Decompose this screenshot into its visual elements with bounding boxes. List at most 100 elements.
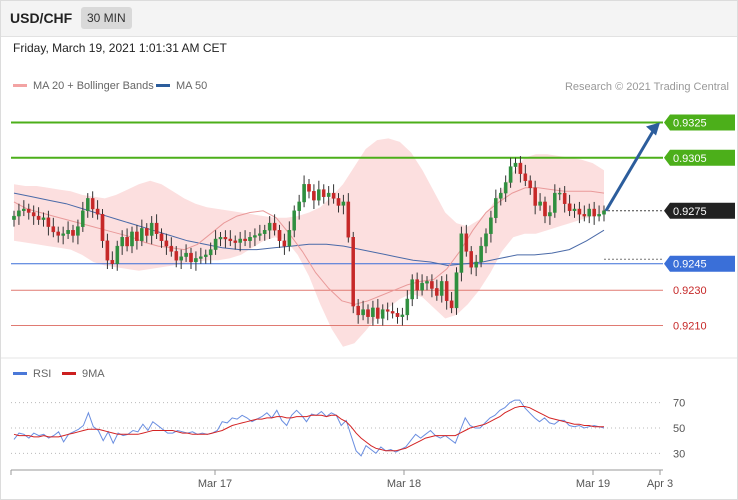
candle-bear xyxy=(390,311,395,314)
candle-bear xyxy=(159,233,164,241)
candle-bull xyxy=(425,281,429,284)
ma50-swatch xyxy=(156,83,170,87)
candle-bull xyxy=(149,222,154,236)
candle-bear xyxy=(449,300,454,309)
rsi-tick-label: 70 xyxy=(673,398,685,410)
candle-bull xyxy=(548,212,552,217)
candle-bull xyxy=(287,229,292,247)
timeframe-button[interactable]: 30 MIN xyxy=(81,7,132,29)
x-tick-label: Apr 3 xyxy=(647,478,673,490)
candle-bull xyxy=(341,201,346,206)
legend-ma50-label: MA 50 xyxy=(176,80,208,92)
candle-bear xyxy=(228,238,233,241)
candle-bear xyxy=(346,201,351,238)
candle-bear xyxy=(46,217,51,227)
candle-bull xyxy=(12,215,16,220)
candle-bull xyxy=(120,236,124,247)
candle-bull xyxy=(66,229,70,234)
legend-rsi: RSI xyxy=(13,368,51,380)
candle-bull xyxy=(17,210,21,217)
candle-bear xyxy=(71,229,75,236)
candle-bull xyxy=(302,184,306,203)
forecast-arrow-shaft xyxy=(604,128,656,212)
candle-bear xyxy=(331,192,336,199)
candle-bear xyxy=(233,240,238,243)
candle-bull xyxy=(115,245,120,265)
legend-ma20-label: MA 20 + Bollinger Bands xyxy=(33,80,154,92)
candle-bull xyxy=(317,189,321,201)
rsi-tick-label: 50 xyxy=(673,423,685,435)
candle-bull xyxy=(494,198,498,218)
candle-bull xyxy=(208,249,213,256)
candle-bull xyxy=(484,233,488,247)
candle-bear xyxy=(469,251,474,268)
candle-bear xyxy=(90,198,95,210)
ma9-line xyxy=(13,406,604,452)
level-label-0.9325: 0.9325 xyxy=(673,117,707,129)
legend-ma50: MA 50 xyxy=(156,80,207,92)
legend-9ma: 9MA xyxy=(62,368,105,380)
level-tag-0.9275 xyxy=(664,202,735,219)
candle-bull xyxy=(557,192,562,195)
candle-bear xyxy=(125,236,129,247)
candle-bear xyxy=(189,252,193,263)
candle-bear xyxy=(312,191,316,201)
candle-bear xyxy=(321,189,326,197)
candle-bear xyxy=(366,309,370,317)
candle-bear xyxy=(435,288,439,296)
candle-bull xyxy=(597,214,601,217)
candle-bear xyxy=(533,187,537,206)
x-tick-label: Mar 19 xyxy=(576,478,610,490)
candle-bull xyxy=(213,238,218,250)
candle-bear xyxy=(282,240,287,247)
candle-bear xyxy=(464,233,469,252)
candle-bear xyxy=(376,307,380,319)
candle-bear xyxy=(164,240,169,247)
ma20-swatch xyxy=(13,83,27,87)
level-tag-0.9305 xyxy=(664,149,735,166)
candle-bear xyxy=(562,192,567,204)
candle-bull xyxy=(218,236,223,240)
candle-bear xyxy=(223,236,228,240)
candle-bear xyxy=(243,238,247,241)
candle-bull xyxy=(479,245,483,263)
top-bar: USD/CHF 30 MIN xyxy=(0,0,738,37)
candle-bear xyxy=(135,231,139,241)
candle-bull xyxy=(513,162,518,167)
candle-bull xyxy=(61,233,65,236)
candle-bull xyxy=(326,192,331,197)
x-tick-label: Mar 18 xyxy=(387,478,421,490)
candle-bear xyxy=(577,208,582,215)
candle-bear xyxy=(592,208,596,217)
candle-bull xyxy=(22,208,26,211)
x-tick-label: Mar 17 xyxy=(198,478,232,490)
candle-bull xyxy=(499,192,503,199)
legend-ma20: MA 20 + Bollinger Bands xyxy=(13,80,154,92)
candle-bear xyxy=(356,305,361,316)
candle-bear xyxy=(336,198,341,206)
candle-bull xyxy=(76,226,80,236)
candle-bear xyxy=(567,203,572,211)
candle-bull xyxy=(439,281,444,296)
candle-bear xyxy=(105,240,110,261)
candle-bull xyxy=(538,201,542,206)
candle-bull xyxy=(602,210,606,215)
candle-bear xyxy=(36,215,41,220)
candle-bear xyxy=(174,251,179,261)
level-tag-0.9245 xyxy=(664,255,735,272)
candle-bear xyxy=(543,201,547,217)
candle-bull xyxy=(297,201,302,211)
candle-bear xyxy=(395,313,400,317)
candle-bull xyxy=(258,233,262,236)
symbol-title: USD/CHF xyxy=(10,10,73,26)
candle-bull xyxy=(587,208,591,217)
candle-bear xyxy=(110,260,115,264)
candle-bear xyxy=(444,281,449,301)
candle-bull xyxy=(400,314,405,317)
level-label-0.9305: 0.9305 xyxy=(673,153,707,165)
legend-9ma-label: 9MA xyxy=(82,368,105,380)
candle-bear xyxy=(95,208,100,215)
rsi-swatch xyxy=(13,371,27,375)
candle-bull xyxy=(459,233,464,273)
